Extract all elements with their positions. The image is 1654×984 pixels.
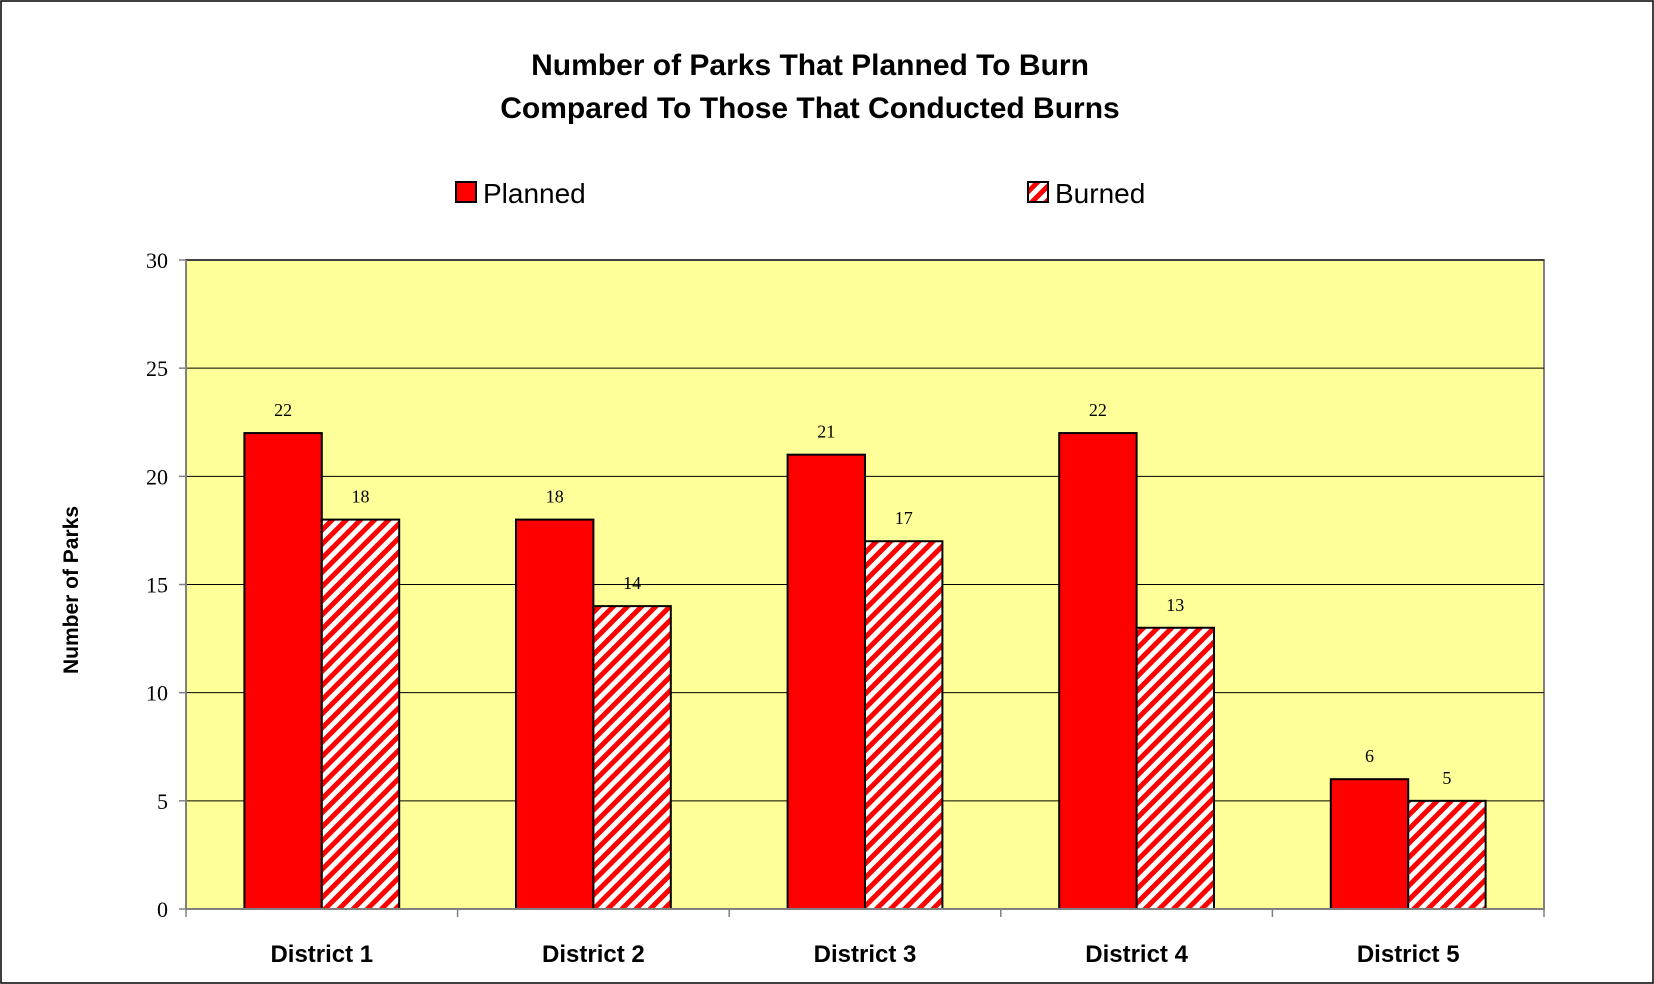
y-tick-label-10: 10 [146,681,168,706]
legend-swatch-planned [455,181,477,203]
bar-burned [1135,626,1216,910]
x-category-label: District 1 [270,941,373,968]
bar-burned [320,518,401,910]
y-tick-label-5: 5 [157,789,168,814]
chart-title-line-2: Compared To Those That Conducted Burns [500,92,1119,125]
chart-title-line-1: Number of Parks That Planned To Burn [531,49,1089,82]
data-label-planned: 6 [1365,746,1374,766]
data-label-burned: 14 [623,573,641,593]
data-labels: 22 18 18 14 21 17 22 13 6 5 [274,400,1451,788]
data-label-burned: 17 [895,508,913,528]
bar-planned [1058,432,1138,910]
x-category-label: District 5 [1357,941,1460,968]
y-tick-label-0: 0 [157,897,168,922]
x-category-label: District 3 [814,941,917,968]
data-label-burned: 13 [1166,595,1184,615]
x-axis: District 1 District 2 District 3 District 4… [185,908,1545,968]
data-label-planned: 22 [1089,400,1107,420]
data-label-planned: 22 [274,400,292,420]
y-tick-label-20: 20 [146,464,168,489]
y-tick-label-15: 15 [146,573,168,598]
bar-planned [514,518,595,910]
x-category-label: District 2 [542,941,645,968]
bar-planned [243,432,323,910]
data-label-planned: 18 [546,487,564,507]
y-axis: 0 5 10 15 20 25 30 [146,248,187,922]
data-label-planned: 21 [817,422,835,442]
x-category-label: District 4 [1085,941,1188,968]
legend-label-burned: Burned [1055,178,1145,209]
legend: Planned Burned [455,178,1145,209]
bar-burned [864,540,944,910]
legend-label-planned: Planned [483,178,586,209]
bar-planned [786,453,866,910]
bar-burned [1407,799,1487,910]
legend-swatch-burned [1027,181,1049,203]
data-label-burned: 18 [352,487,370,507]
y-axis-title: Number of Parks [60,506,83,674]
y-tick-label-25: 25 [146,356,168,381]
bars [243,432,1487,911]
bar-burned [592,605,672,911]
data-label-burned: 5 [1442,768,1451,788]
y-tick-label-30: 30 [146,248,168,273]
bar-planned [1329,778,1410,911]
